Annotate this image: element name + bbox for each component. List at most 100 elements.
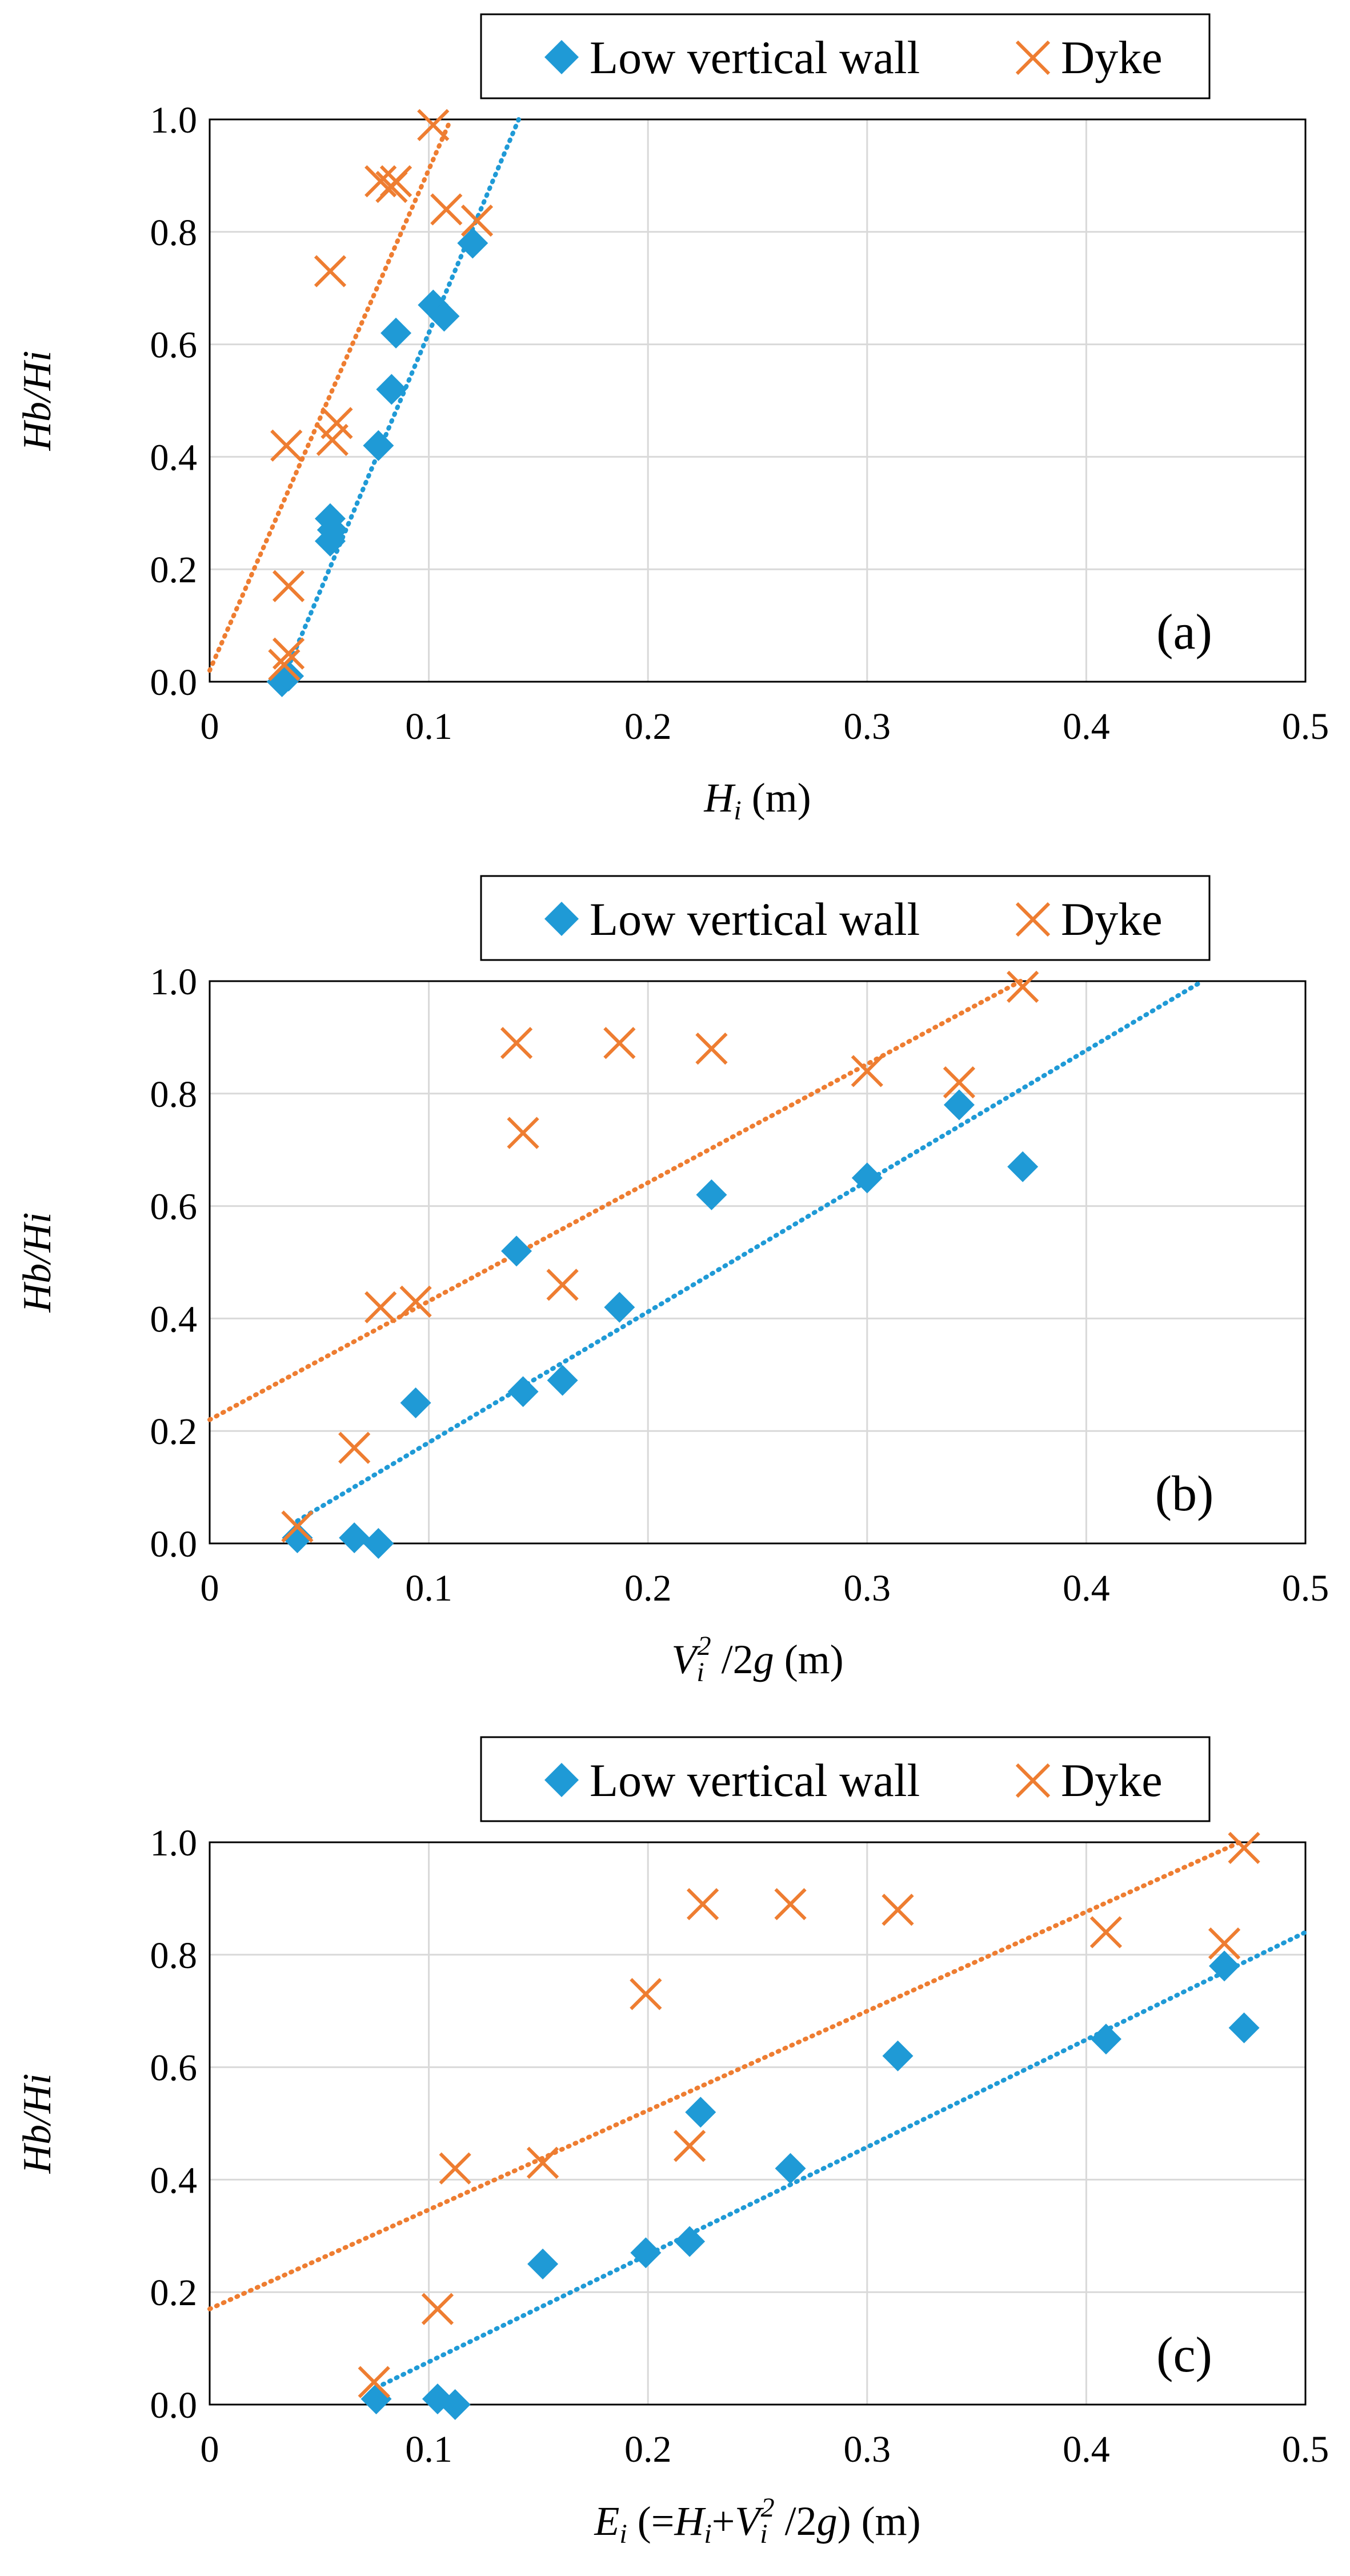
y-tick-label: 0.8: [150, 212, 198, 254]
x-label-g: g: [754, 1637, 774, 1682]
wall-data-point: [527, 2249, 559, 2279]
y-tick-label: 0.8: [150, 1074, 198, 1115]
grid: [210, 981, 1305, 1543]
legend-wall-label: Low vertical wall: [590, 893, 920, 945]
data-points: [358, 1831, 1260, 2420]
x-label-h: H: [674, 2498, 706, 2544]
y-tick-labels: 0.0 0.2 0.4 0.6 0.8 1.0: [150, 99, 198, 703]
x-label-paren-open: (=: [627, 2498, 675, 2544]
y-tick-labels: 0.0 0.2 0.4 0.6 0.8 1.0: [150, 1822, 198, 2426]
x-label-h-sub: i: [704, 2519, 711, 2549]
dyke-data-point: [546, 1269, 579, 1301]
wall-trendline: [279, 117, 521, 684]
x-label-e: E: [594, 2498, 619, 2544]
dyke-trendline: [207, 1840, 1242, 2311]
dyke-data-point: [399, 1285, 432, 1318]
wall-data-point: [282, 1522, 313, 1554]
x-tick-label: 0.5: [1282, 1567, 1329, 1609]
legend-wall-diamond: [544, 40, 579, 74]
x-tick-label: 0.3: [844, 706, 891, 747]
dyke-data-point: [1007, 970, 1039, 1003]
dyke-data-point: [673, 2130, 706, 2162]
x-axis-label: Hi (m): [703, 775, 811, 826]
panel-label: (b): [1155, 1466, 1214, 1522]
dyke-data-point: [507, 1117, 539, 1149]
dyke-data-point: [268, 649, 301, 681]
dyke-data-point: [358, 2366, 390, 2398]
x-tick-label: 0.1: [405, 706, 452, 747]
x-label-e-sub: i: [619, 2519, 627, 2549]
dyke-data-point: [774, 1888, 807, 1921]
wall-data-point: [1209, 1950, 1240, 1982]
wall-trendline: [374, 1930, 1308, 2390]
y-tick-label: 0.4: [150, 1298, 198, 1340]
x-tick-label: 0.4: [1063, 706, 1110, 747]
wall-data-point: [457, 227, 488, 259]
dyke-data-point: [1089, 1916, 1123, 1949]
y-axis-label: Hb/Hi: [15, 1213, 59, 1313]
dyke-data-point: [272, 570, 305, 602]
wall-data-point: [439, 2389, 471, 2420]
x-label-unit: (m): [742, 775, 811, 821]
x-tick-label: 0.1: [405, 1567, 452, 1609]
dyke-data-point: [500, 1027, 533, 1059]
dyke-data-point: [281, 1510, 314, 1543]
x-tick-label: 0.2: [624, 2429, 672, 2470]
dyke-data-point: [526, 2146, 559, 2179]
y-tick-label: 1.0: [150, 99, 198, 141]
wall-data-point: [360, 2383, 392, 2415]
x-tick-labels: 0 0.1 0.2 0.3 0.4 0.5: [201, 706, 1329, 747]
x-tick-label: 0.3: [844, 2429, 891, 2470]
dyke-data-point: [364, 1291, 397, 1323]
y-axis-label: Hb/Hi: [15, 351, 59, 451]
wall-data-point: [547, 1365, 578, 1396]
y-tick-label: 0.6: [150, 1186, 198, 1228]
panel-c: 0.0 0.2 0.4 0.6 0.8 1.0 0 0.1 0.2 0.3 0.4 0.5 Low …: [15, 1736, 1329, 2549]
dyke-data-point: [695, 1032, 728, 1065]
legend-dyke-x: [1015, 40, 1051, 75]
y-tick-label: 0.6: [150, 2047, 198, 2089]
x-label-div: /2: [711, 1637, 754, 1682]
data-points: [281, 970, 1039, 1559]
dyke-data-point: [338, 1431, 371, 1464]
legend-dyke-x: [1015, 1763, 1051, 1798]
wall-data-point: [501, 1235, 532, 1267]
legend-dyke-label: Dyke: [1061, 31, 1163, 83]
wall-data-point: [775, 2153, 806, 2184]
wall-data-point: [882, 2040, 914, 2071]
wall-data-point: [851, 1162, 883, 1194]
legend-dyke-label: Dyke: [1061, 1754, 1163, 1806]
y-tick-labels: 0.0 0.2 0.4 0.6 0.8 1.0: [150, 961, 198, 1565]
y-tick-label: 1.0: [150, 1822, 198, 1864]
wall-data-point: [1228, 2012, 1260, 2043]
trendlines: [207, 1840, 1308, 2390]
panel-label: (c): [1156, 2327, 1212, 2383]
dyke-data-point: [686, 1888, 719, 1921]
y-tick-label: 0.2: [150, 1411, 198, 1453]
x-label-sub-i: i: [734, 795, 741, 826]
wall-data-point: [630, 2237, 662, 2269]
x-label-unit: (m): [774, 1637, 844, 1682]
dyke-data-point: [314, 255, 347, 287]
trendlines: [207, 117, 521, 684]
dyke-data-point: [851, 1055, 883, 1087]
wall-data-point: [376, 374, 407, 405]
y-axis-label: Hb/Hi: [15, 2074, 59, 2174]
x-label-v: V: [735, 2498, 764, 2544]
dyke-data-point: [270, 429, 303, 462]
x-tick-label: 0.4: [1063, 1567, 1110, 1609]
grid: [210, 119, 1305, 682]
x-tick-labels: 0 0.1 0.2 0.3 0.4 0.5: [201, 2429, 1329, 2470]
data-points: [266, 109, 494, 697]
x-tick-labels: 0 0.1 0.2 0.3 0.4 0.5: [201, 1567, 1329, 1609]
x-label-sup-2: 2: [698, 1631, 711, 1661]
dyke-data-point: [439, 2152, 471, 2185]
wall-data-point: [380, 317, 412, 349]
x-tick-label: 0.2: [624, 706, 672, 747]
legend-box: [480, 1736, 1211, 1822]
x-label-v: V: [671, 1637, 700, 1682]
x-tick-label: 0.1: [405, 2429, 452, 2470]
x-tick-label: 0.5: [1282, 2429, 1329, 2470]
wall-data-point: [674, 2226, 706, 2257]
wall-data-point: [339, 1522, 370, 1554]
